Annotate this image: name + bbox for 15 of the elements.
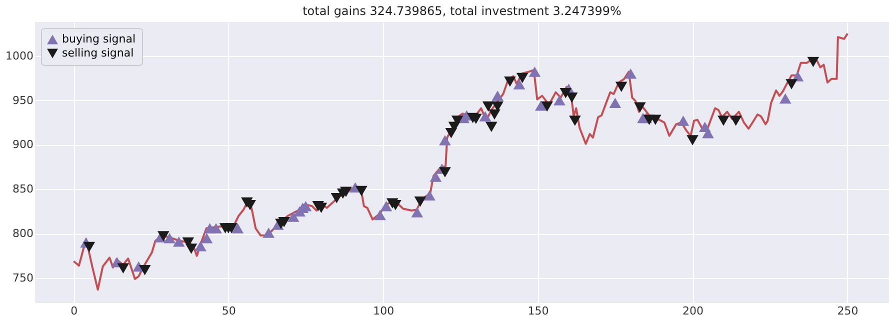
legend-label: buying signal [62, 32, 136, 46]
x-tick-label: 150 [528, 304, 549, 318]
y-tick-label: 750 [12, 272, 34, 285]
x-tick-label: 100 [373, 304, 394, 318]
y-tick-label: 1000 [6, 49, 34, 62]
y-tick-label: 800 [12, 227, 34, 240]
y-tick-label: 850 [12, 182, 34, 196]
x-tick-label: 50 [222, 304, 236, 318]
y-tick-label: 950 [12, 94, 34, 107]
x-tick-label: 200 [682, 304, 704, 318]
x-tick-label: 0 [70, 304, 78, 318]
chart-title: total gains 324.739865, total investment 3.247399% [302, 4, 622, 18]
legend-label: selling signal [62, 46, 134, 60]
y-tick-label: 900 [12, 138, 34, 152]
x-tick-label: 250 [837, 304, 858, 318]
